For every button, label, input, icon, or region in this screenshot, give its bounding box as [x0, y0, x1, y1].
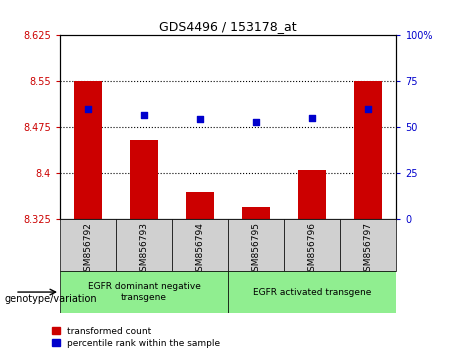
Bar [116, 219, 172, 271]
Text: GSM856796: GSM856796 [308, 222, 317, 277]
Text: GSM856792: GSM856792 [83, 222, 93, 277]
Text: GSM856794: GSM856794 [195, 222, 205, 277]
Point [365, 106, 372, 112]
Text: EGFR activated transgene: EGFR activated transgene [253, 287, 372, 297]
Bar [298, 170, 326, 219]
Text: GSM856797: GSM856797 [364, 222, 373, 277]
Text: EGFR dominant negative
transgene: EGFR dominant negative transgene [88, 282, 201, 302]
Point [253, 119, 260, 125]
Text: GSM856793: GSM856793 [140, 222, 148, 277]
Text: genotype/variation: genotype/variation [5, 294, 97, 304]
Bar [60, 271, 228, 313]
Bar [60, 219, 116, 271]
Bar [228, 271, 396, 313]
Point [140, 112, 148, 118]
Bar [74, 81, 102, 219]
Bar [172, 219, 228, 271]
Bar [340, 219, 396, 271]
Bar [284, 219, 340, 271]
Point [84, 106, 92, 112]
Point [196, 116, 204, 122]
Bar [355, 81, 383, 219]
Legend: transformed count, percentile rank within the sample: transformed count, percentile rank withi… [51, 325, 222, 349]
Bar [228, 219, 284, 271]
Text: GSM856795: GSM856795 [252, 222, 261, 277]
Bar [186, 192, 214, 219]
Title: GDS4496 / 153178_at: GDS4496 / 153178_at [160, 20, 297, 33]
Bar [242, 207, 270, 219]
Point [309, 115, 316, 121]
Bar [130, 140, 158, 219]
